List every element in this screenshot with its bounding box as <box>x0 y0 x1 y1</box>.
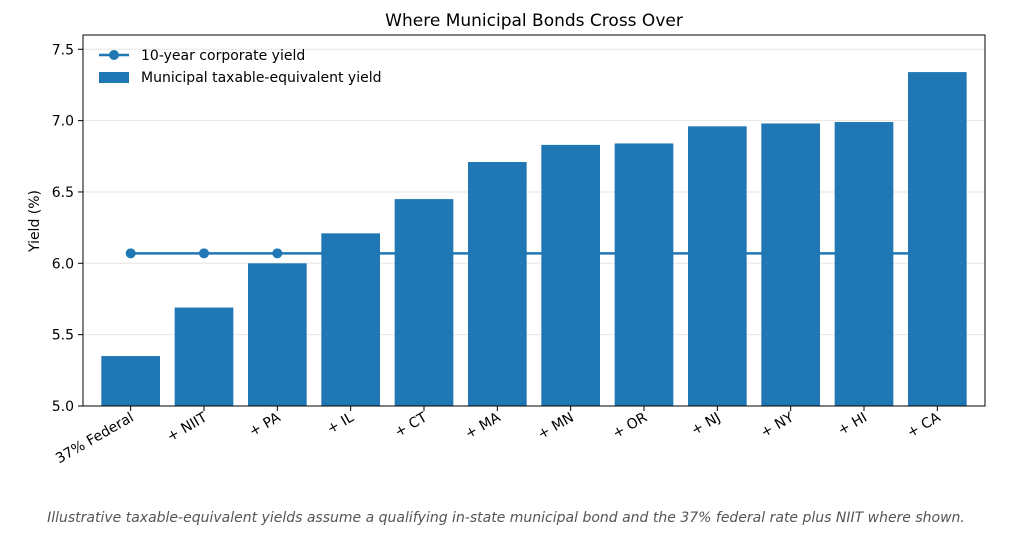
x-tick-label: 37% Federal <box>53 410 137 467</box>
y-tick-label: 7.0 <box>52 114 74 130</box>
y-tick-label: 6.5 <box>52 185 74 201</box>
chart-title: Where Municipal Bonds Cross Over <box>385 11 683 31</box>
bar <box>101 356 160 406</box>
y-tick-label: 5.5 <box>52 328 74 344</box>
corporate-yield-marker <box>125 248 136 259</box>
bar <box>248 263 307 406</box>
x-tick-label: + NIIT <box>164 409 210 445</box>
legend: 10-year corporate yield Municipal taxabl… <box>99 48 382 86</box>
legend-line-marker <box>109 50 119 60</box>
legend-label-corporate: 10-year corporate yield <box>141 48 305 64</box>
x-tick-label: + MA <box>463 409 504 442</box>
x-tick-label: + NJ <box>689 410 724 439</box>
x-tick-label: + CA <box>905 409 944 441</box>
bar <box>688 126 747 407</box>
plot-frame <box>82 34 986 407</box>
bar <box>394 199 454 406</box>
legend-label-municipal: Municipal taxable-equivalent yield <box>141 70 382 86</box>
y-tick-label: 7.5 <box>52 42 74 58</box>
corporate-yield-marker <box>199 248 209 259</box>
x-tick-label: + OR <box>610 409 650 441</box>
bar <box>174 307 234 406</box>
x-tick-label: + HI <box>835 410 870 439</box>
bar <box>541 144 600 406</box>
y-tick-label: 6.0 <box>52 256 74 272</box>
bar <box>761 123 820 406</box>
y-tick-label: 5.0 <box>52 399 74 415</box>
x-tick-label: + MN <box>535 410 577 443</box>
bar <box>834 122 894 407</box>
bar <box>614 143 674 406</box>
corporate-yield-marker <box>272 248 283 259</box>
x-tick-label: + PA <box>246 409 283 440</box>
bar <box>321 233 380 406</box>
legend-bar-swatch <box>99 72 129 83</box>
chart-caption: Illustrative taxable-equivalent yields a… <box>47 510 965 526</box>
bar <box>908 72 967 406</box>
x-tick-label: + NY <box>758 409 797 441</box>
x-tick-label: + CT <box>392 409 430 440</box>
y-axis-label: Yield (%) <box>27 190 43 253</box>
x-tick-label: + IL <box>324 410 357 438</box>
bar <box>468 161 527 406</box>
